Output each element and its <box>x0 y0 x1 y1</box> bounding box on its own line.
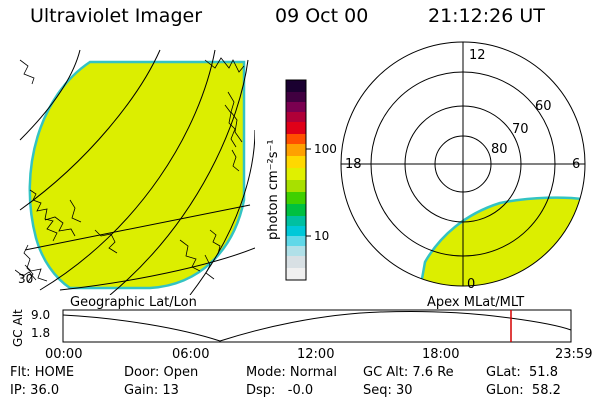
outside-coastlines <box>15 57 245 283</box>
status-seq: Seq: 30 <box>363 383 413 398</box>
xtick-0600: 06:00 <box>172 347 209 362</box>
geographic-map: 30 <box>15 49 255 295</box>
lower-left-mark: 30 <box>18 272 33 286</box>
altitude-ylabel: GC Alt <box>11 309 25 347</box>
lat-label-80: 80 <box>491 142 508 157</box>
map-grid <box>19 49 255 295</box>
xtick-0000: 00:00 <box>45 347 82 362</box>
mlt-label-12: 12 <box>469 48 486 63</box>
status-panel: Flt: HOME IP: 36.0 Door: Open Gain: 13 M… <box>10 365 561 398</box>
ytick-9-0: 9.0 <box>31 308 50 322</box>
xtick-1200: 12:00 <box>297 347 334 362</box>
time-label: 21:12:26 UT <box>428 5 545 27</box>
status-door: Door: Open <box>124 365 198 380</box>
geographic-label: Geographic Lat/Lon <box>70 295 197 310</box>
colorbar-label: photon cm⁻²s⁻¹ <box>266 139 281 240</box>
lat-label-70: 70 <box>512 122 529 137</box>
lat-label-60: 60 <box>535 99 552 114</box>
mlt-label-6: 6 <box>572 157 580 172</box>
mlt-label-18: 18 <box>345 157 362 172</box>
status-ip: IP: 36.0 <box>10 383 59 398</box>
mlt-label-0: 0 <box>467 277 475 292</box>
polar-plot: 12 18 6 0 60 70 80 <box>340 41 586 292</box>
colorbar-tick-100: 100 <box>314 142 337 156</box>
status-dsp: Dsp: -0.0 <box>246 383 313 398</box>
status-flt: Flt: HOME <box>10 365 74 380</box>
colorbar: 100 10 photon cm⁻²s⁻¹ <box>266 79 337 281</box>
altitude-curve <box>62 310 572 342</box>
xtick-1800: 18:00 <box>422 347 459 362</box>
status-glat: GLat: 51.8 <box>486 365 558 380</box>
status-mode: Mode: Normal <box>246 365 337 380</box>
altitude-plot: GC Alt 9.0 1.8 00:00 06:00 12:00 18:00 2… <box>11 308 592 362</box>
colorbar-tick-10: 10 <box>314 229 329 243</box>
date-label: 09 Oct 00 <box>275 5 369 27</box>
status-glon: GLon: 58.2 <box>486 383 561 398</box>
app-title: Ultraviolet Imager <box>30 5 203 27</box>
coastlines <box>19 59 240 282</box>
aurora-disk <box>28 60 246 290</box>
xtick-2359: 23:59 <box>555 347 592 362</box>
apex-label: Apex MLat/MLT <box>427 295 524 310</box>
status-gain: Gain: 13 <box>124 383 179 398</box>
ytick-1-8: 1.8 <box>31 326 50 340</box>
status-gcalt: GC Alt: 7.6 Re <box>363 365 454 380</box>
